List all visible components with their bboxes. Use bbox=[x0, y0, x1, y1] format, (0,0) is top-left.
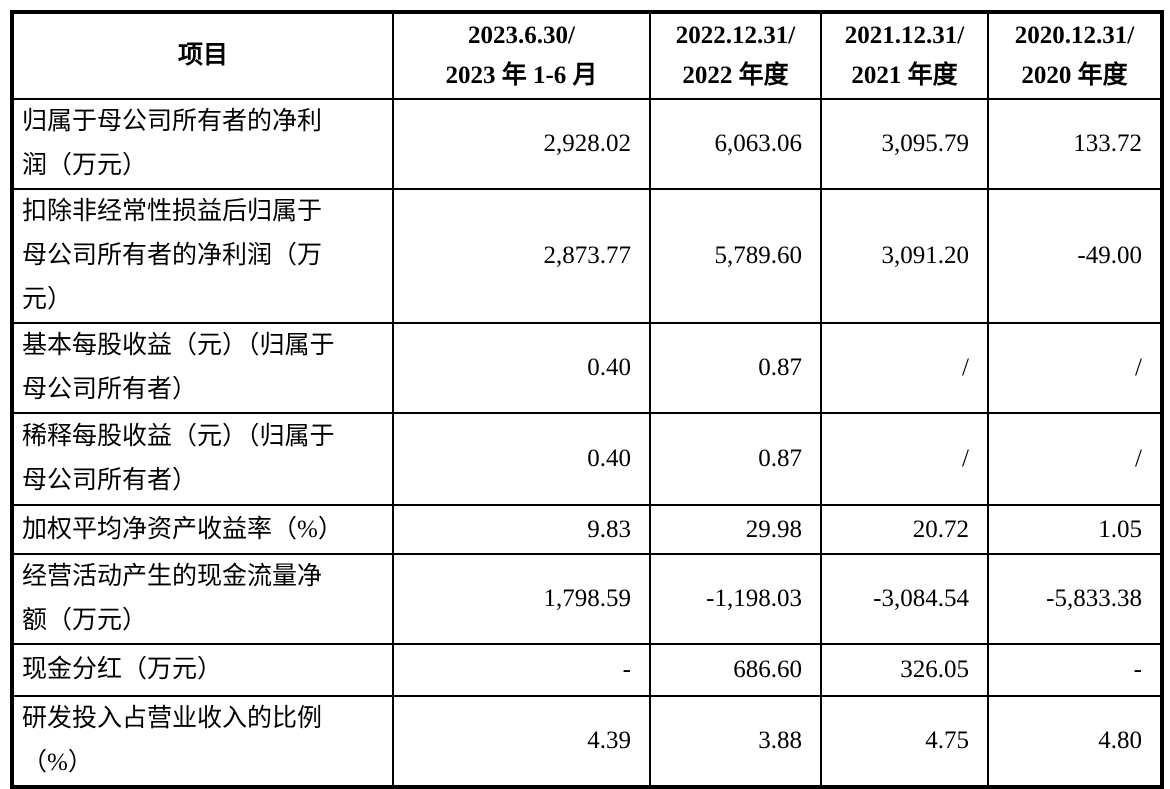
header-row: 项目 2023.6.30/ 2023 年 1-6 月 2022.12.31/ 2… bbox=[11, 11, 1163, 100]
value-cell: -49.00 bbox=[987, 188, 1163, 324]
row-label-cell: 现金分红（万元） bbox=[11, 643, 394, 697]
value-cell: / bbox=[987, 322, 1163, 414]
financial-summary-table: 项目 2023.6.30/ 2023 年 1-6 月 2022.12.31/ 2… bbox=[10, 10, 1164, 789]
table-row-rd-expense-ratio: 研发投入占营业收入的比例（%） 4.39 3.88 4.75 4.80 bbox=[11, 695, 1163, 788]
value-cell: 5,789.60 bbox=[649, 188, 822, 324]
value-cell: 133.72 bbox=[987, 98, 1163, 190]
table-row-net-profit-after-nonrecurring: 扣除非经常性损益后归属于母公司所有者的净利润（万元） 2,873.77 5,78… bbox=[11, 188, 1163, 324]
header-cell-item: 项目 bbox=[11, 11, 394, 100]
header-cell-period-2021: 2021.12.31/ 2021 年度 bbox=[820, 11, 989, 100]
value-cell: 686.60 bbox=[649, 643, 822, 697]
value-cell: 6,063.06 bbox=[649, 98, 822, 190]
row-label-cell: 经营活动产生的现金流量净额（万元） bbox=[11, 553, 394, 645]
row-label-cell: 基本每股收益（元）（归属于母公司所有者） bbox=[11, 322, 394, 414]
value-cell: 3.88 bbox=[649, 695, 822, 788]
header-cell-period-2023: 2023.6.30/ 2023 年 1-6 月 bbox=[392, 11, 651, 100]
row-label-cell: 稀释每股收益（元）（归属于母公司所有者） bbox=[11, 412, 394, 506]
value-cell: 0.87 bbox=[649, 322, 822, 414]
value-cell: 29.98 bbox=[649, 504, 822, 555]
period-range-label: 2023 年 1-6 月 bbox=[445, 62, 598, 89]
value-cell: / bbox=[820, 322, 989, 414]
row-label-cell: 研发投入占营业收入的比例（%） bbox=[11, 695, 394, 788]
item-column-label: 项目 bbox=[177, 42, 228, 69]
value-cell: 326.05 bbox=[820, 643, 989, 697]
value-cell: - bbox=[392, 643, 651, 697]
value-cell: 4.80 bbox=[987, 695, 1163, 788]
value-cell: 3,091.20 bbox=[820, 188, 989, 324]
period-date-label: 2023.6.30/ bbox=[468, 22, 575, 49]
value-cell: 2,928.02 bbox=[392, 98, 651, 190]
header-cell-period-2022: 2022.12.31/ 2022 年度 bbox=[649, 11, 822, 100]
value-cell: -1,198.03 bbox=[649, 553, 822, 645]
value-cell: 4.39 bbox=[392, 695, 651, 788]
row-label-cell: 归属于母公司所有者的净利润（万元） bbox=[11, 98, 394, 190]
value-cell: / bbox=[987, 412, 1163, 506]
value-cell: 0.87 bbox=[649, 412, 822, 506]
value-cell: 1,798.59 bbox=[392, 553, 651, 645]
value-cell: 3,095.79 bbox=[820, 98, 989, 190]
value-cell: -3,084.54 bbox=[820, 553, 989, 645]
row-label-cell: 扣除非经常性损益后归属于母公司所有者的净利润（万元） bbox=[11, 188, 394, 324]
value-cell: - bbox=[987, 643, 1163, 697]
period-date-label: 2021.12.31/ bbox=[844, 22, 965, 49]
table-row-cash-dividend: 现金分红（万元） - 686.60 326.05 - bbox=[11, 643, 1163, 697]
value-cell: 20.72 bbox=[820, 504, 989, 555]
value-cell: 2,873.77 bbox=[392, 188, 651, 324]
value-cell: / bbox=[820, 412, 989, 506]
period-range-label: 2021 年度 bbox=[851, 62, 958, 89]
value-cell: 4.75 bbox=[820, 695, 989, 788]
period-range-label: 2022 年度 bbox=[682, 62, 789, 89]
value-cell: 0.40 bbox=[392, 322, 651, 414]
value-cell: 1.05 bbox=[987, 504, 1163, 555]
table-row-diluted-eps: 稀释每股收益（元）（归属于母公司所有者） 0.40 0.87 / / bbox=[11, 412, 1163, 506]
table-row-basic-eps: 基本每股收益（元）（归属于母公司所有者） 0.40 0.87 / / bbox=[11, 322, 1163, 414]
row-label-cell: 加权平均净资产收益率（%） bbox=[11, 504, 394, 555]
value-cell: 9.83 bbox=[392, 504, 651, 555]
value-cell: 0.40 bbox=[392, 412, 651, 506]
value-cell: -5,833.38 bbox=[987, 553, 1163, 645]
period-range-label: 2020 年度 bbox=[1021, 62, 1128, 89]
table-row-weighted-avg-roe: 加权平均净资产收益率（%） 9.83 29.98 20.72 1.05 bbox=[11, 504, 1163, 555]
period-date-label: 2022.12.31/ bbox=[675, 22, 796, 49]
table-row-net-profit: 归属于母公司所有者的净利润（万元） 2,928.02 6,063.06 3,09… bbox=[11, 98, 1163, 190]
table-row-operating-cash-flow: 经营活动产生的现金流量净额（万元） 1,798.59 -1,198.03 -3,… bbox=[11, 553, 1163, 645]
header-cell-period-2020: 2020.12.31/ 2020 年度 bbox=[987, 11, 1163, 100]
period-date-label: 2020.12.31/ bbox=[1014, 22, 1135, 49]
